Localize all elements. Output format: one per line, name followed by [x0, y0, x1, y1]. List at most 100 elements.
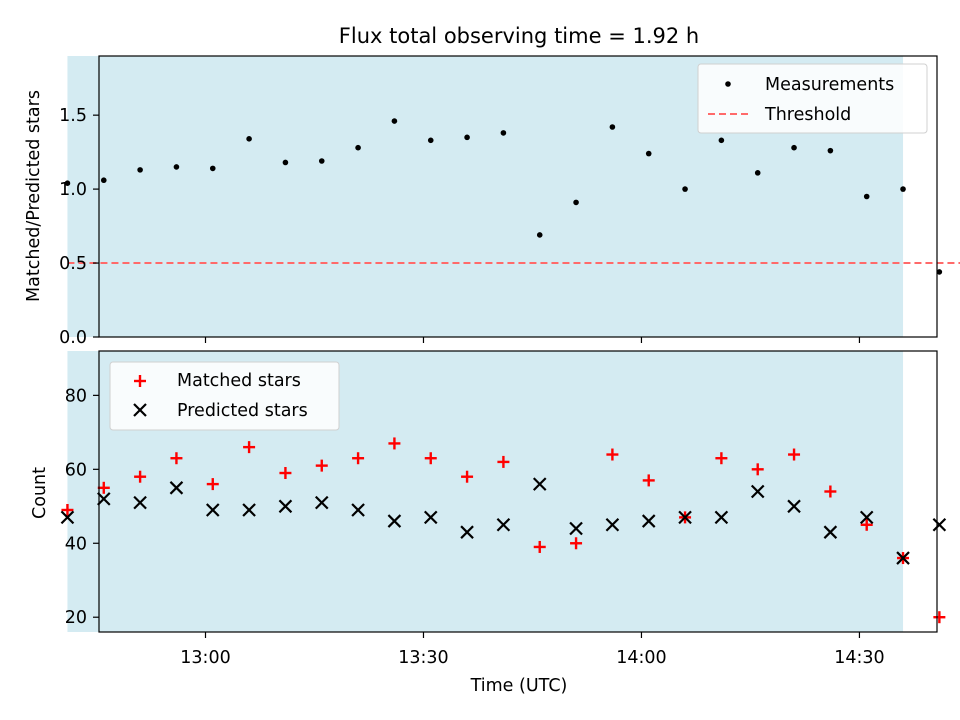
- predicted-star-point: [859, 510, 874, 525]
- measurement-point: [645, 150, 652, 157]
- measurement-point: [100, 177, 107, 184]
- measurement-point: [64, 180, 71, 186]
- measurement-point: [936, 269, 943, 275]
- matched-star-point: [352, 452, 365, 465]
- predicted-star-point: [351, 503, 365, 517]
- matched-star-point: [497, 455, 510, 468]
- matched-star-point: [61, 503, 74, 516]
- bottom-y-tick-label: 80: [65, 386, 87, 406]
- measurement-point: [246, 136, 252, 142]
- predicted-star-point: [242, 503, 256, 517]
- matched-star-point: [860, 518, 873, 531]
- measurement-point: [754, 170, 761, 176]
- predicted-star-point: [387, 514, 402, 528]
- chart-title: Flux total observing time = 1.92 h: [339, 24, 699, 48]
- matched-star-point: [315, 459, 328, 472]
- predicted-star-point: [605, 517, 620, 532]
- matched-star-point: [279, 467, 292, 480]
- matched-star-point: [134, 470, 147, 483]
- predicted-star-point: [496, 517, 511, 532]
- predicted-star-point: [532, 477, 547, 491]
- measurement-point: [900, 186, 906, 192]
- measurement-point: [500, 130, 507, 136]
- measurement-point: [609, 124, 616, 130]
- top-y-axis-label: Matched/Predicted stars: [24, 90, 44, 302]
- bottom-legend: Matched stars Predicted stars: [109, 361, 340, 431]
- predicted-star-point: [460, 525, 474, 539]
- measurement-point: [318, 158, 325, 164]
- predicted-star-point: [278, 499, 293, 514]
- measurement-point: [282, 159, 289, 166]
- bottom-y-tick-label: 40: [65, 534, 87, 554]
- x-tick-label: 14:30: [834, 648, 884, 668]
- top-panel: 0.0 0.5 1.0 1.5 Matched/Predicted stars Mea…: [24, 55, 960, 348]
- x-tick-label: 13:30: [398, 648, 448, 668]
- matched-star-point: [933, 611, 946, 624]
- top-y-tick-label: 0.5: [59, 254, 87, 274]
- predicted-star-point: [60, 510, 75, 525]
- x-axis-label: Time (UTC): [470, 676, 568, 696]
- predicted-star-point: [714, 510, 729, 525]
- measurement-point: [791, 144, 797, 151]
- measurement-point: [391, 118, 398, 124]
- matched-star-point: [461, 470, 474, 483]
- matched-star-point: [97, 481, 110, 494]
- matched-star-point: [243, 441, 256, 454]
- measurement-point: [173, 164, 180, 170]
- matched-star-point: [715, 452, 728, 465]
- predicted-star-point: [423, 510, 438, 525]
- bottom-legend-box: [109, 361, 340, 431]
- predicted-star-point: [932, 517, 947, 532]
- matched-star-point: [424, 452, 437, 465]
- measurement-point: [355, 144, 361, 151]
- predicted-star-point: [133, 495, 147, 510]
- predicted-star-point: [896, 551, 910, 565]
- measurement-point: [137, 167, 143, 173]
- top-legend-box: [697, 63, 928, 134]
- measurement-point: [464, 134, 470, 141]
- legend-matched-marker: [134, 375, 146, 387]
- matched-star-point: [206, 478, 219, 491]
- matched-star-point: [170, 452, 183, 465]
- legend-threshold-label: Threshold: [764, 105, 851, 125]
- legend-measurements-label: Measurements: [765, 75, 894, 95]
- matched-star-point: [533, 540, 546, 553]
- matched-star-point: [388, 437, 401, 450]
- predicted-star-point: [169, 481, 184, 495]
- legend-predicted-marker: [133, 403, 147, 417]
- bottom-y-axis-label: Count: [30, 467, 50, 519]
- predicted-star-point: [678, 510, 692, 525]
- predicted-star-point: [787, 499, 801, 514]
- top-y-tick-label: 1.5: [59, 106, 87, 126]
- predicted-star-point: [569, 521, 583, 536]
- top-y-tick-label: 0.0: [59, 328, 87, 348]
- predicted-star-point: [823, 525, 838, 539]
- measurement-point: [718, 137, 725, 144]
- top-legend: Measurements Threshold: [697, 63, 928, 134]
- measurement-point: [682, 186, 688, 192]
- measurement-point: [536, 232, 543, 238]
- measurement-point: [573, 199, 579, 206]
- x-tick-label: 13:00: [180, 648, 230, 668]
- legend-predicted-label: Predicted stars: [177, 401, 308, 421]
- x-tick-label: 14:00: [616, 648, 666, 668]
- legend-matched-label: Matched stars: [177, 371, 301, 391]
- matched-star-point: [606, 448, 619, 461]
- matched-star-point: [824, 485, 837, 498]
- predicted-star-point: [205, 503, 220, 517]
- top-plot-frame: [98, 55, 938, 338]
- predicted-star-point: [314, 495, 329, 510]
- predicted-star-point: [641, 514, 656, 528]
- top-y-tick-label: 1.0: [59, 180, 87, 200]
- bottom-y-tick-label: 20: [65, 608, 87, 628]
- measurement-point: [209, 165, 216, 172]
- predicted-star-point: [750, 484, 765, 499]
- measurement-point: [827, 147, 834, 154]
- measurement-point: [863, 193, 870, 200]
- bottom-plot-frame: [98, 350, 938, 633]
- matched-star-point: [570, 537, 583, 550]
- measurement-point: [427, 137, 434, 144]
- predicted-star-point: [96, 492, 111, 506]
